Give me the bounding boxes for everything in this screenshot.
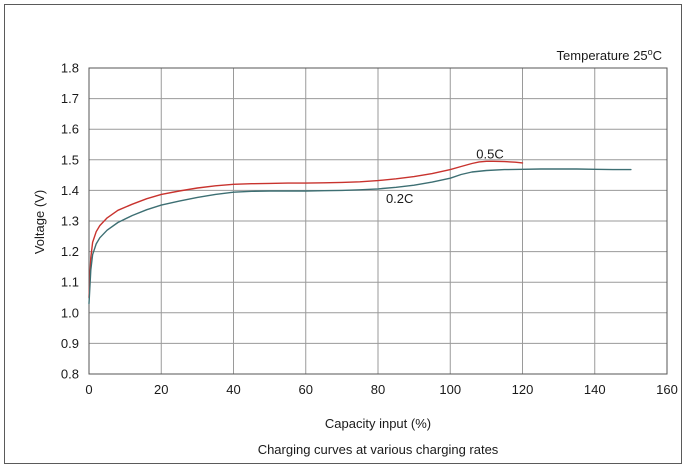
y-tick-label: 1.3 bbox=[61, 214, 79, 229]
x-axis-label: Capacity input (%) bbox=[325, 416, 431, 431]
series-labels: 0.5C 0.2C bbox=[386, 147, 504, 206]
y-tick-label: 1.2 bbox=[61, 244, 79, 259]
x-tick-label: 140 bbox=[584, 382, 606, 397]
x-tick-label: 80 bbox=[371, 382, 385, 397]
series-label: 0.5C bbox=[476, 147, 503, 162]
x-tick-label: 160 bbox=[656, 382, 678, 397]
y-tick-label: 1.4 bbox=[61, 183, 79, 198]
x-tick-label: 20 bbox=[154, 382, 168, 397]
y-tick-label: 0.8 bbox=[61, 367, 79, 382]
x-tick-label: 40 bbox=[226, 382, 240, 397]
y-tick-label: 1.5 bbox=[61, 152, 79, 167]
y-tick-label: 1.0 bbox=[61, 305, 79, 320]
y-tick-label: 1.6 bbox=[61, 122, 79, 137]
y-tick-label: 1.8 bbox=[61, 61, 79, 76]
y-tick-labels: 0.8 0.9 1.0 1.1 1.2 1.3 1.4 1.5 1.6 1.7 1.8 bbox=[61, 61, 79, 382]
y-tick-label: 1.7 bbox=[61, 91, 79, 106]
grid bbox=[88, 67, 668, 375]
x-tick-label: 120 bbox=[512, 382, 534, 397]
x-tick-label: 60 bbox=[299, 382, 313, 397]
x-tick-labels: 0 20 40 60 80 100 120 140 160 bbox=[85, 382, 677, 397]
chart-frame bbox=[4, 4, 682, 464]
plot-area-border bbox=[88, 67, 668, 375]
series-line-0_2C bbox=[88, 168, 632, 305]
annotation: Temperature 25oC bbox=[557, 47, 662, 63]
y-tick-label: 1.1 bbox=[61, 275, 79, 290]
y-tick-label: 0.9 bbox=[61, 336, 79, 351]
x-tick-label: 0 bbox=[85, 382, 92, 397]
series-lines bbox=[88, 160, 632, 305]
y-axis-label: Voltage (V) bbox=[32, 190, 47, 254]
series-line-0_5C bbox=[88, 160, 524, 299]
x-tick-label: 100 bbox=[439, 382, 461, 397]
series-label: 0.2C bbox=[386, 191, 413, 206]
chart-caption: Charging curves at various charging rate… bbox=[258, 442, 499, 457]
